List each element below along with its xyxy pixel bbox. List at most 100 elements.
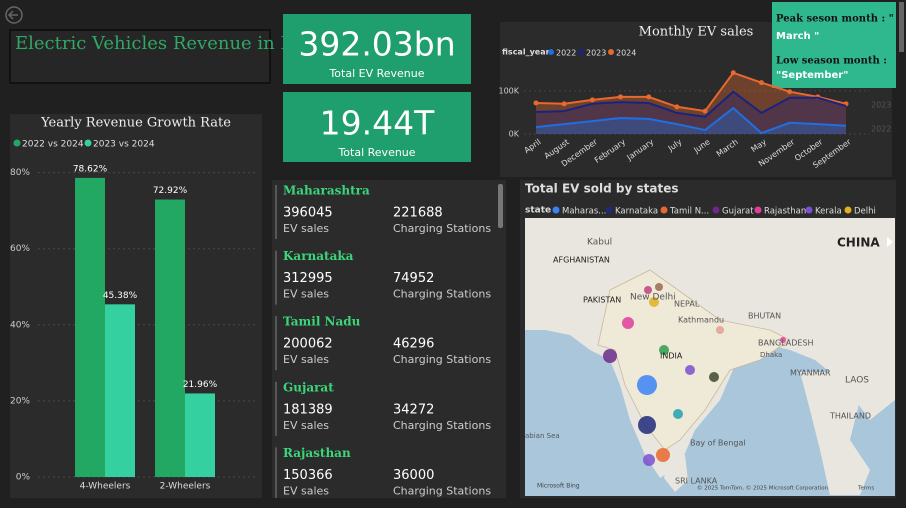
place-label: BHUTAN (748, 312, 781, 321)
ev-sales: 312995 (283, 271, 333, 286)
stations-label: Charging Stations (393, 288, 491, 301)
series-end-label: 2022 (871, 124, 891, 133)
place-label: AFGHANISTAN (553, 256, 610, 265)
y-tick-label: 80% (10, 168, 30, 178)
peak-label: Peak seson month : " (776, 14, 894, 25)
stations: 34272 (393, 402, 434, 417)
legend-label: Delhi (854, 207, 876, 217)
legend-marker (84, 139, 92, 147)
place-label: abian Sea (525, 432, 560, 440)
low-label: Low season month : (776, 56, 887, 67)
legend-marker (660, 206, 668, 214)
y-tick-label: 40% (10, 320, 30, 330)
map-bubble (716, 326, 724, 334)
line (535, 90, 847, 118)
kpi-card (283, 14, 471, 84)
ev-sales-label: EV sales (283, 419, 329, 432)
legend-marker (552, 206, 560, 214)
legend-marker (548, 49, 554, 55)
legend-label: 2024 (616, 49, 636, 58)
season-text: Peak seson month : " March " Low season … (776, 14, 894, 82)
map-bubble (637, 375, 657, 395)
scrollbar (899, 2, 904, 52)
data-label: 78.62% (73, 164, 108, 174)
legend-marker (805, 206, 813, 214)
legend-label: 2022 vs 2024 (22, 140, 84, 150)
legend-marker (605, 206, 613, 214)
map (525, 218, 895, 496)
legend-marker (844, 206, 852, 214)
legend-label: Gujarat (722, 207, 754, 217)
stations-label: Charging Stations (393, 484, 491, 497)
low-value: "September" (776, 70, 848, 81)
place-label: Kathmandu (678, 316, 724, 325)
stations: 46296 (393, 337, 434, 352)
point (674, 104, 680, 110)
series-end-label: 2023 (871, 100, 891, 109)
place-label: PAKISTAN (583, 296, 621, 305)
legend-label: Kerala (815, 207, 842, 217)
bar (105, 304, 135, 477)
point (646, 94, 652, 100)
attribution: © 2025 TomTom, © 2025 Microsoft Corporat… (697, 485, 829, 492)
ev-sales: 181389 (283, 402, 333, 417)
stations-label: Charging Stations (393, 419, 491, 432)
place-label: LAOS (845, 376, 869, 386)
states-list: Maharashtra 396045 221688 EV sales Charging … (275, 184, 491, 498)
point (730, 70, 736, 76)
map-labels: state Maharas... Karnataka Tamil N... Gujara… (525, 206, 880, 492)
legend-marker (712, 206, 720, 214)
data-label: 21.96% (183, 380, 218, 390)
kpi-value: 19.44T (320, 104, 435, 143)
area (536, 91, 846, 134)
india-outline (597, 269, 791, 451)
place-label: Kabul (587, 238, 612, 248)
map-bubble (780, 337, 786, 343)
y-tick-label: 0% (16, 473, 31, 483)
place-label: MYANMAR (790, 369, 831, 378)
map-bubble (643, 454, 655, 466)
land (800, 372, 870, 495)
map-bubble (644, 286, 652, 294)
map-bubble (673, 409, 683, 419)
stations: 221688 (393, 206, 443, 221)
stations-label: Charging Stations (393, 222, 491, 235)
place-label: SRI LANKA (675, 477, 718, 486)
kpi-label: Total Revenue (337, 146, 415, 159)
y-tick-label: 20% (10, 396, 30, 406)
map-bubble (659, 345, 669, 355)
place-label: NEPAL (674, 300, 700, 309)
y-tick-label: 60% (10, 244, 30, 254)
line (535, 106, 847, 135)
legend-label: Maharas... (562, 207, 606, 217)
point (533, 100, 539, 106)
state-name: Rajasthan (283, 446, 351, 460)
map-bubble (649, 297, 659, 307)
legend-title: state (525, 206, 551, 216)
map-bubble (655, 283, 663, 291)
ev-sales-label: EV sales (283, 222, 329, 235)
point (618, 94, 624, 100)
legend-label: 2022 (556, 49, 576, 58)
back-button[interactable] (5, 6, 23, 24)
map-title: Total EV sold by states (525, 182, 678, 196)
ev-sales: 396045 (283, 206, 333, 221)
point (702, 108, 708, 114)
map-bubble (709, 372, 719, 382)
season-card (772, 2, 896, 88)
legend-label: 2023 (586, 49, 606, 58)
ev-sales-label: EV sales (283, 484, 329, 497)
bar (155, 199, 185, 478)
scrollbar[interactable] (498, 184, 503, 228)
place-label: CHINA (837, 236, 880, 250)
point (561, 101, 567, 107)
map-bubble (656, 448, 670, 462)
legend-label: Karnataka (615, 207, 658, 217)
title-box (9, 29, 271, 84)
legend-label: Tamil N... (669, 207, 709, 217)
ev-sales: 150366 (283, 468, 333, 483)
x-tick-label: 4-Wheelers (80, 482, 131, 492)
map-next[interactable] (887, 237, 893, 247)
back-arrow (7, 10, 18, 20)
